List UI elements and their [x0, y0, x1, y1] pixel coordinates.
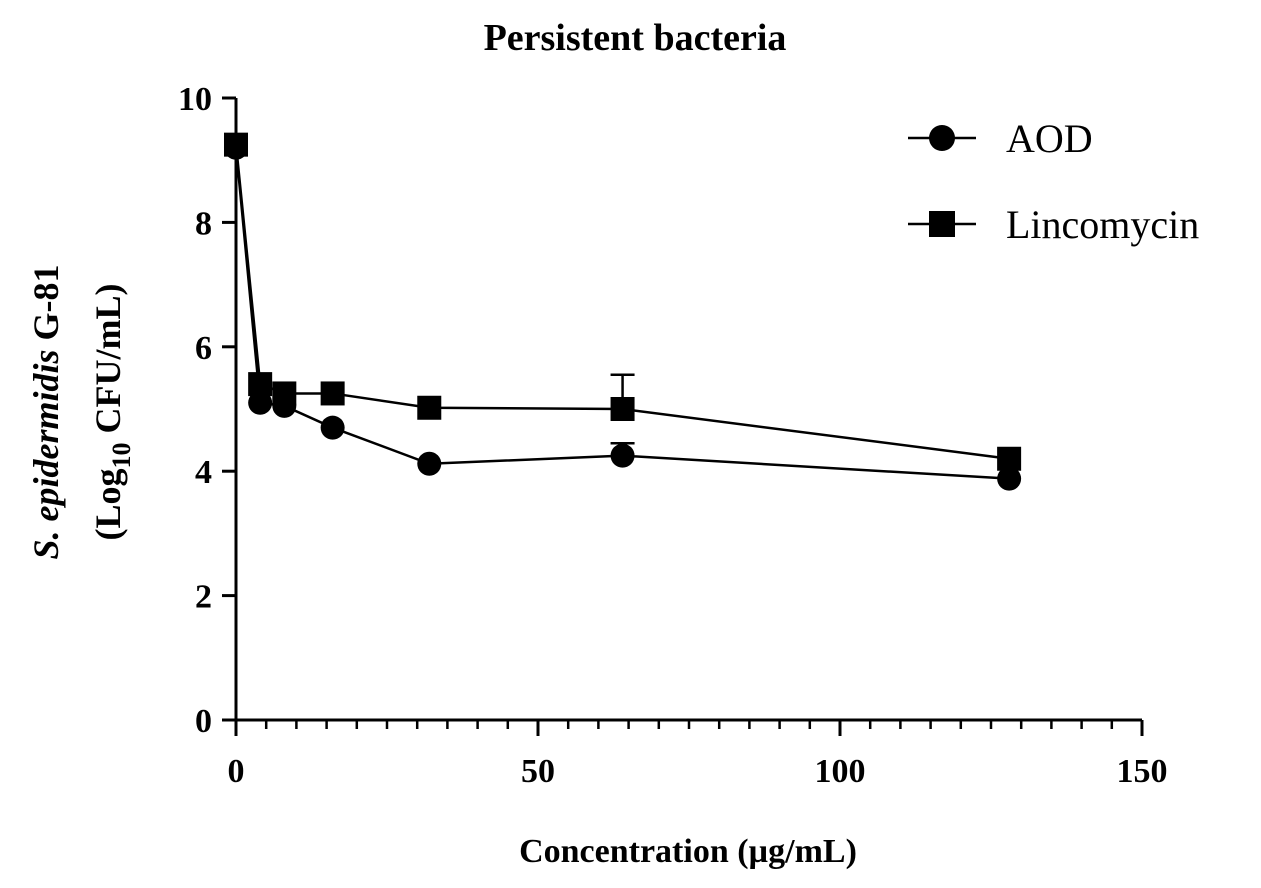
legend: AOD Lincomycin	[908, 116, 1199, 247]
y-axis-label-subscript: 10	[107, 442, 136, 468]
y-tick-label: 6	[195, 330, 212, 367]
data-point	[248, 390, 273, 415]
data-point	[272, 381, 297, 406]
x-tick-label: 50	[521, 753, 555, 790]
chart-title: Persistent bacteria	[484, 17, 787, 59]
y-axis-label-line2: (Log10 CFU/mL)	[88, 284, 136, 541]
y-axis-label-line1: S. epidermidis G-81	[26, 264, 66, 559]
legend-label: AOD	[1006, 116, 1093, 161]
series-aod	[224, 135, 1022, 491]
data-point	[610, 397, 635, 421]
y-axis-label: S. epidermidis G-81 (Log10 CFU/mL)	[26, 264, 136, 559]
y-axis-label-strain: G-81	[26, 264, 66, 349]
legend-marker	[929, 211, 955, 237]
data-point	[417, 395, 442, 420]
legend-marker	[929, 125, 955, 151]
data-point	[610, 443, 635, 468]
x-tick-label: 100	[815, 753, 866, 790]
x-tick-label: 150	[1117, 753, 1168, 790]
x-axis-label: Concentration (µg/mL)	[519, 833, 857, 870]
y-tick-label: 2	[195, 579, 212, 616]
y-tick-label: 10	[178, 81, 212, 118]
legend-label: Lincomycin	[1006, 202, 1199, 247]
series-line	[234, 147, 1010, 480]
y-axis-label-species: S. epidermidis	[26, 349, 66, 559]
data-point	[417, 451, 442, 476]
data-point	[320, 381, 345, 406]
y-tick-label: 8	[195, 205, 212, 242]
legend-entry-aod: AOD	[908, 116, 1093, 161]
series-lincomycin	[224, 132, 1022, 471]
data-point	[248, 372, 273, 397]
legend-entry-lincomycin: Lincomycin	[908, 202, 1199, 247]
data-point	[997, 466, 1022, 491]
data-point	[224, 132, 248, 157]
x-tick-label: 0	[228, 753, 245, 790]
y-tick-label: 4	[195, 454, 212, 491]
y-axis-label-prefix: (Log	[88, 468, 128, 540]
y-axis-label-suffix: CFU/mL)	[88, 284, 128, 443]
plot-area	[224, 132, 1022, 491]
y-tick-label: 0	[195, 703, 212, 740]
data-point	[320, 415, 345, 440]
data-point	[997, 446, 1022, 471]
